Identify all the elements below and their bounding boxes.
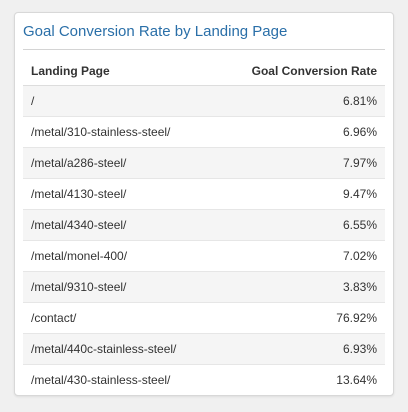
- conversion-rate-cell: 3.83%: [215, 271, 385, 303]
- column-header-goal-conversion-rate[interactable]: Goal Conversion Rate: [215, 57, 385, 86]
- landing-page-cell: /metal/9310-steel/: [23, 271, 216, 303]
- goal-conversion-widget: Goal Conversion Rate by Landing Page Lan…: [14, 12, 394, 396]
- conversion-rate-cell: 76.92%: [215, 302, 385, 334]
- landing-page-cell: /metal/monel-400/: [23, 240, 216, 272]
- conversion-rate-cell: 6.96%: [215, 116, 385, 148]
- conversion-rate-cell: 6.93%: [215, 333, 385, 365]
- table-row: /metal/310-stainless-steel/ 6.96%: [23, 116, 385, 148]
- landing-page-cell: /metal/4130-steel/: [23, 178, 216, 210]
- landing-page-cell: /metal/a286-steel/: [23, 147, 216, 179]
- landing-page-cell: /contact/: [23, 302, 216, 334]
- widget-title: Goal Conversion Rate by Landing Page: [23, 23, 288, 40]
- table-row: /metal/430-stainless-steel/ 13.64%: [23, 364, 385, 395]
- table-row: /metal/4340-steel/ 6.55%: [23, 209, 385, 241]
- landing-page-cell: /: [23, 85, 216, 117]
- table-row: /contact/ 76.92%: [23, 302, 385, 334]
- conversion-rate-cell: 6.55%: [215, 209, 385, 241]
- landing-page-cell: /metal/4340-steel/: [23, 209, 216, 241]
- conversion-rate-cell: 7.02%: [215, 240, 385, 272]
- table-row: /metal/9310-steel/ 3.83%: [23, 271, 385, 303]
- table-row: / 6.81%: [23, 85, 385, 117]
- table-row: /metal/4130-steel/ 9.47%: [23, 178, 385, 210]
- conversion-rate-cell: 6.81%: [215, 85, 385, 117]
- conversion-rate-cell: 7.97%: [215, 147, 385, 179]
- table-row: /metal/440c-stainless-steel/ 6.93%: [23, 333, 385, 365]
- conversion-table: Landing Page Goal Conversion Rate / 6.81…: [23, 57, 385, 395]
- conversion-rate-cell: 13.64%: [215, 364, 385, 395]
- table-row: /metal/monel-400/ 7.02%: [23, 240, 385, 272]
- landing-page-cell: /metal/310-stainless-steel/: [23, 116, 216, 148]
- column-header-landing-page[interactable]: Landing Page: [23, 57, 216, 86]
- table-header-row: Landing Page Goal Conversion Rate: [23, 57, 385, 86]
- conversion-rate-cell: 9.47%: [215, 178, 385, 210]
- landing-page-cell: /metal/430-stainless-steel/: [23, 364, 216, 395]
- table-row: /metal/a286-steel/ 7.97%: [23, 147, 385, 179]
- landing-page-cell: /metal/440c-stainless-steel/: [23, 333, 216, 365]
- title-divider: [23, 49, 385, 50]
